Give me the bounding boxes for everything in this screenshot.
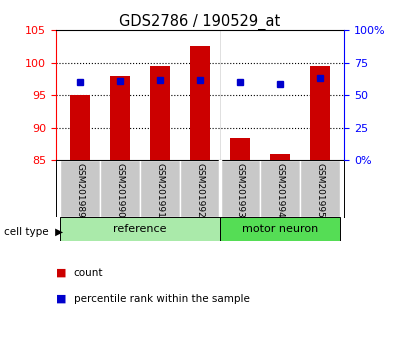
Text: cell type  ▶: cell type ▶ bbox=[4, 227, 63, 237]
Bar bbox=[300, 160, 340, 217]
Text: GSM201991: GSM201991 bbox=[155, 163, 164, 218]
Bar bbox=[60, 160, 100, 217]
Bar bbox=[70, 95, 90, 160]
Bar bbox=[60, 217, 220, 241]
Text: GSM201992: GSM201992 bbox=[195, 163, 205, 218]
Bar bbox=[140, 160, 180, 217]
Bar bbox=[260, 160, 300, 217]
Bar bbox=[270, 154, 290, 160]
Text: GSM201989: GSM201989 bbox=[75, 163, 84, 218]
Text: reference: reference bbox=[113, 224, 167, 234]
Bar bbox=[310, 66, 330, 160]
Text: GSM201994: GSM201994 bbox=[276, 163, 285, 218]
Bar bbox=[150, 66, 170, 160]
Text: GSM201993: GSM201993 bbox=[236, 163, 245, 218]
Bar bbox=[100, 160, 140, 217]
Text: GSM201990: GSM201990 bbox=[115, 163, 124, 218]
Text: motor neuron: motor neuron bbox=[242, 224, 318, 234]
Bar bbox=[110, 76, 130, 160]
Text: ■: ■ bbox=[56, 268, 66, 278]
Bar bbox=[220, 217, 340, 241]
Text: ■: ■ bbox=[56, 294, 66, 304]
Bar bbox=[220, 160, 260, 217]
Text: count: count bbox=[74, 268, 103, 278]
Text: GSM201995: GSM201995 bbox=[316, 163, 325, 218]
Text: percentile rank within the sample: percentile rank within the sample bbox=[74, 294, 250, 304]
Bar bbox=[180, 160, 220, 217]
Bar bbox=[230, 138, 250, 160]
Title: GDS2786 / 190529_at: GDS2786 / 190529_at bbox=[119, 14, 281, 30]
Bar bbox=[190, 46, 210, 160]
